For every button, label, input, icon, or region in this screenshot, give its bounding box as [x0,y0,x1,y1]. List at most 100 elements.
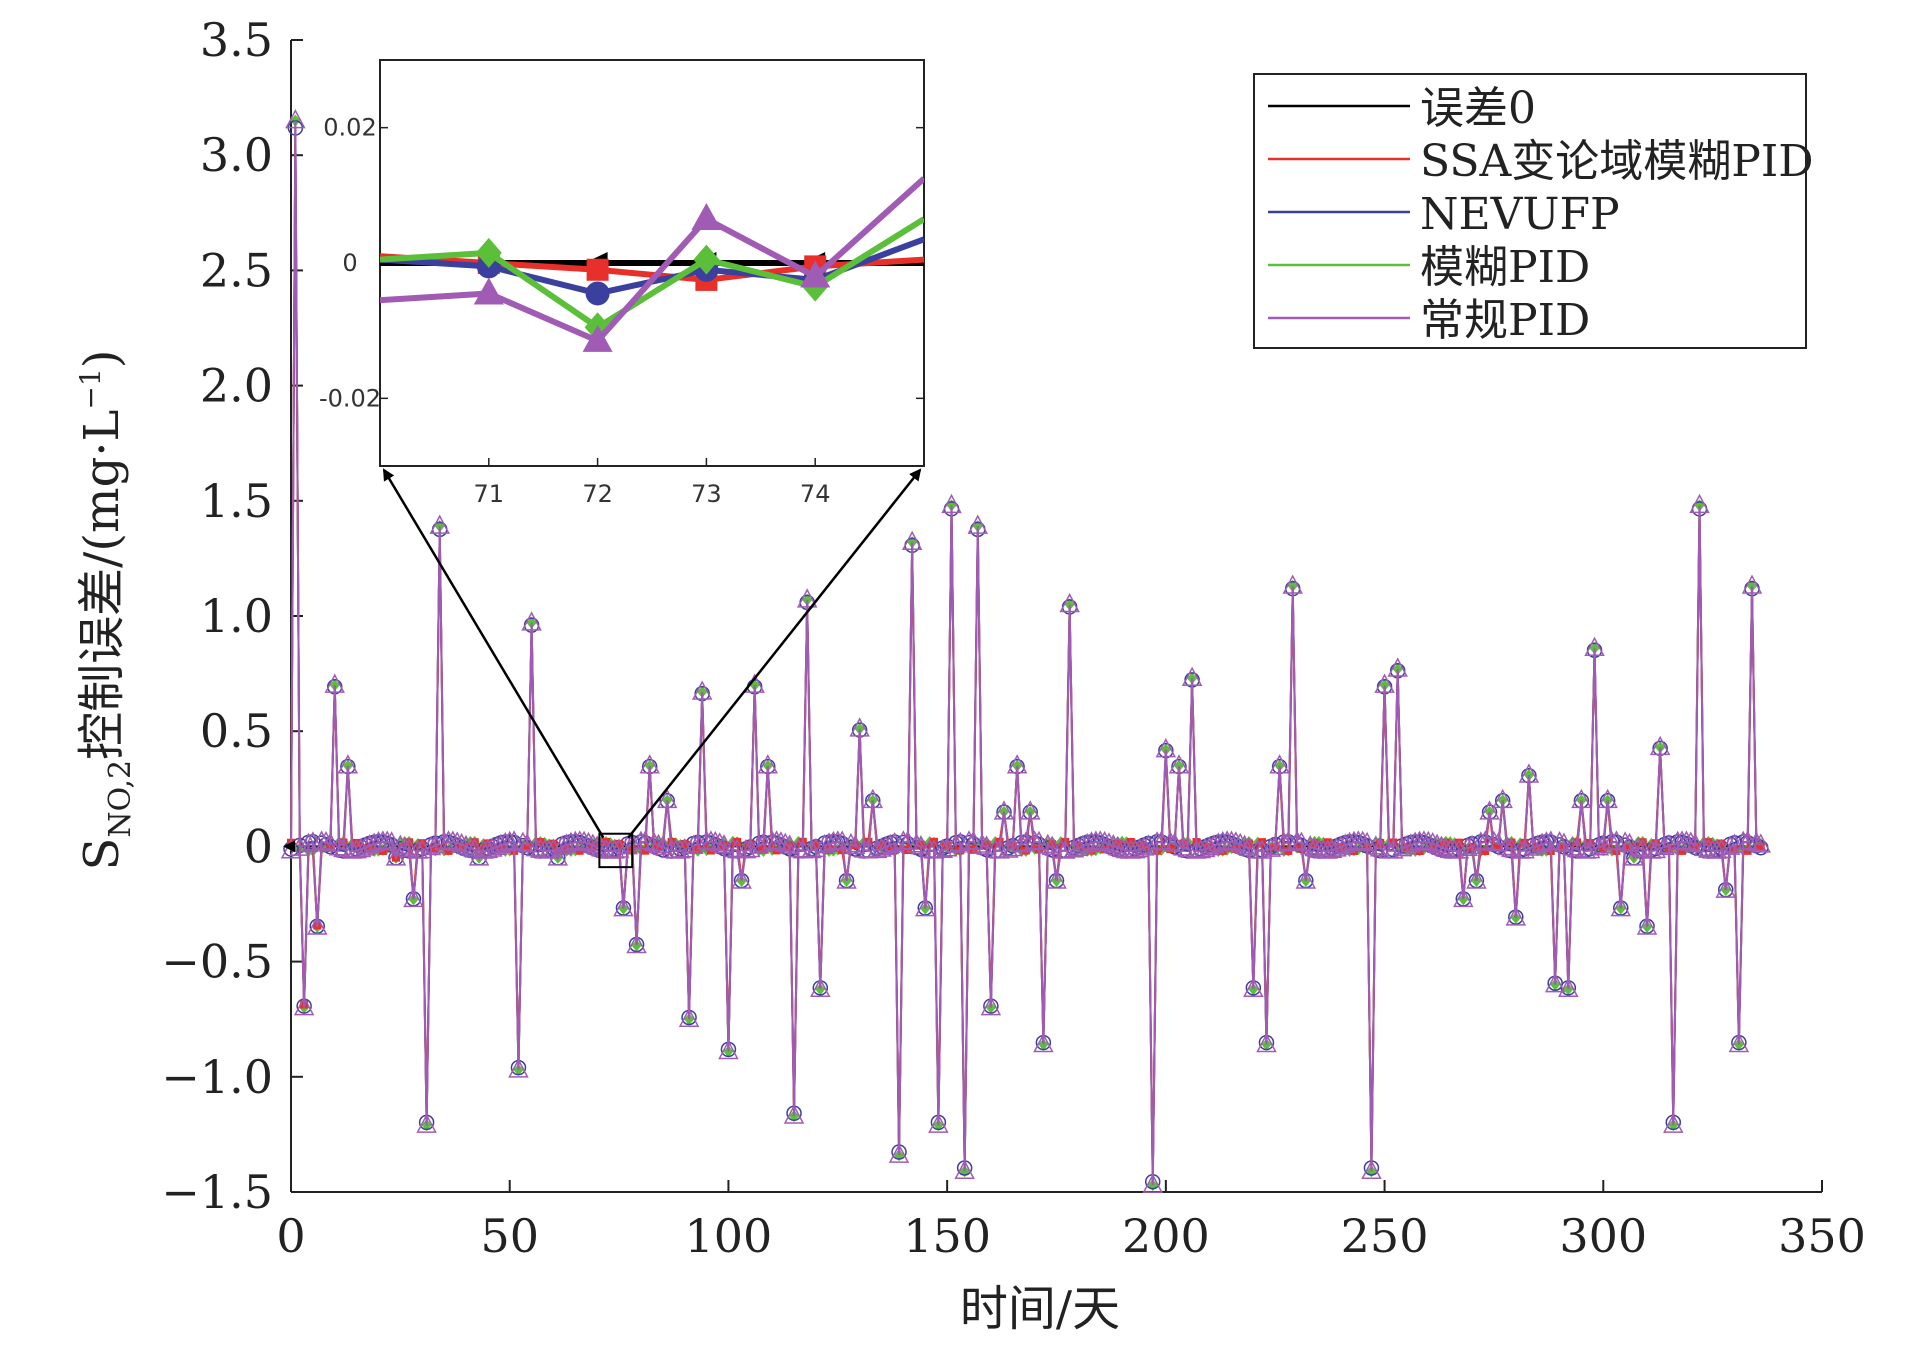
data-point [1190,838,1212,859]
data-point [1610,897,1632,917]
y-tick-label: 1.0 [200,589,273,643]
data-point [1717,839,1726,848]
data-point [280,839,302,859]
data-point [626,933,647,954]
data-point [490,833,512,854]
data-point [1173,836,1194,856]
data-point [1138,834,1159,854]
data-point [1750,833,1772,853]
data-point [608,838,630,858]
data-point [1584,636,1605,657]
data-point [359,834,380,854]
data-point [871,837,892,857]
data-point [1374,673,1395,693]
data-point [320,832,341,852]
data-point [718,1039,739,1060]
inset-series-line [380,253,924,283]
data-point [1011,833,1032,853]
inset-series-line [380,176,924,345]
data-point [1505,906,1527,926]
data-point [656,788,678,809]
data-point [1518,763,1540,783]
data-point [1454,838,1463,847]
data-point [1369,837,1391,857]
data-point [862,788,884,809]
data-point [1719,835,1741,855]
data-point [1015,831,1037,851]
data-point [1448,839,1470,859]
data-point [1352,830,1373,850]
y-axis-label-sup: −1 [74,368,107,409]
data-point [405,838,414,847]
data-point [352,838,361,847]
data-point [1046,869,1067,889]
data-point [1063,838,1085,858]
x-tick-label: 50 [480,1209,539,1263]
data-point [643,832,665,852]
data-point [403,887,424,908]
data-point [560,831,582,852]
inset-x-tick-label: 74 [800,480,831,508]
data-point [1658,833,1680,854]
data-point [315,830,337,851]
legend-label: 误差0 [1420,83,1536,134]
inset-point [473,277,504,305]
data-point [523,842,532,851]
data-point [801,838,822,859]
data-point [1334,833,1356,853]
y-tick-label: 3.5 [200,13,273,67]
data-point [547,846,569,866]
data-point [788,837,809,858]
data-point [866,838,888,859]
data-point [709,832,730,852]
data-point [1033,1032,1054,1053]
x-tick-label: 200 [1122,1209,1210,1263]
data-point [1597,788,1618,809]
data-point [1636,915,1658,935]
data-point [381,831,402,851]
data-point [1507,838,1516,847]
data-point [416,1113,437,1133]
data-point [1299,834,1321,855]
data-point [888,1143,910,1163]
data-point [1741,574,1763,594]
data-point [757,754,779,774]
data-point [674,838,695,858]
data-point [1558,977,1579,997]
data-point [1356,831,1378,852]
data-point [538,839,560,859]
y-tick-label: 2.5 [200,243,273,297]
data-point [963,830,984,850]
data-point [285,109,306,129]
data-point [722,837,744,858]
data-point [582,833,604,853]
inset-point [582,324,613,352]
data-point [613,897,634,917]
data-point [1076,832,1098,853]
data-point [680,840,689,849]
data-point [1326,837,1347,857]
y-tick-label: −1.5 [161,1165,273,1219]
data-point [1103,834,1124,854]
data-point [1072,834,1093,855]
data-point [1155,738,1177,758]
inset-series-line [380,216,924,331]
x-tick-label: 250 [1341,1209,1429,1263]
data-point [1678,846,1687,855]
main-plot-area: −1.5 −1.0 −0.5 0 0.5 1.0 1.5 2.0 2.5 3.0 3.5 0 50 100… [161,13,1866,1263]
data-point [919,838,940,858]
inset-x-tick-label: 72 [582,480,613,508]
y-axis-label-sub: NO,2 [103,760,138,838]
data-point [1404,831,1426,851]
data-point [1133,836,1155,856]
data-point [1260,837,1282,857]
data-point [1453,887,1474,908]
data-point [516,833,538,853]
data-point [810,977,831,997]
data-point [1234,834,1255,855]
data-point [766,830,787,850]
zoom-region-box [598,832,634,869]
data-point [648,833,669,854]
data-point [1199,836,1220,856]
